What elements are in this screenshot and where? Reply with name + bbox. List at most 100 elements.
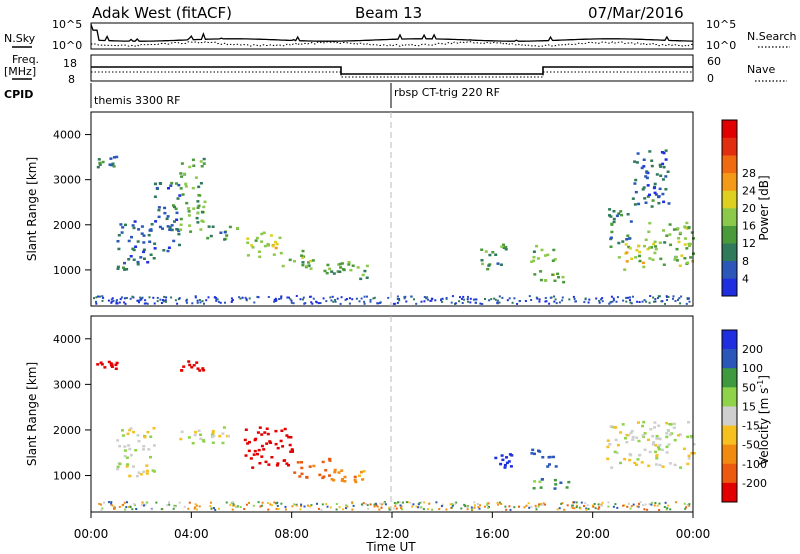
echo-cell — [191, 158, 195, 162]
echo-cell — [291, 450, 294, 453]
echo-cell — [640, 166, 644, 170]
echo-cell — [627, 245, 631, 249]
ground-scatter-cell — [115, 302, 118, 305]
echo-cell — [266, 432, 270, 436]
ground-scatter-cell — [351, 501, 354, 504]
echo-cell — [340, 262, 344, 265]
ground-scatter-cell — [598, 506, 601, 509]
echo-cell — [653, 182, 657, 186]
echo-cell — [661, 178, 665, 181]
echo-cell — [166, 249, 170, 253]
ground-scatter-cell — [460, 507, 463, 510]
ground-scatter-cell — [193, 507, 196, 510]
ground-scatter-cell — [384, 503, 387, 506]
cpid-program-1: themis 3300 RF — [94, 94, 181, 107]
ground-scatter-cell — [609, 301, 612, 304]
y-tick-label: 1000 — [53, 470, 81, 483]
echo-cell — [551, 273, 555, 276]
echo-cell — [153, 195, 157, 198]
y-tick-label: 2000 — [53, 219, 81, 232]
echo-cell — [637, 439, 641, 443]
ground-scatter-cell — [317, 507, 320, 510]
ground-scatter-cell — [467, 300, 469, 303]
echo-cell — [202, 369, 206, 372]
ground-scatter-cell — [498, 295, 501, 298]
ground-scatter-cell — [110, 300, 113, 303]
echo-cell — [634, 178, 638, 182]
echo-cell — [158, 225, 162, 229]
echo-cell — [620, 213, 624, 217]
echo-cell — [187, 210, 191, 213]
echo-cell — [126, 463, 130, 466]
ground-scatter-cell — [102, 296, 105, 299]
ground-scatter-cell — [404, 295, 407, 298]
echo-cell — [641, 261, 645, 265]
ground-scatter-cell — [498, 301, 501, 304]
echo-cell — [541, 456, 545, 459]
echo-cell — [211, 441, 215, 444]
echo-cell — [661, 465, 665, 468]
echo-cell — [531, 448, 535, 452]
echo-cell — [153, 247, 157, 250]
echo-cell — [128, 447, 132, 451]
ground-scatter-cell — [455, 501, 458, 504]
colorbar-tick-label: 28 — [742, 167, 756, 180]
velocity-y-ticks: 1000 2000 3000 4000 — [53, 333, 91, 483]
ground-scatter-cell — [131, 295, 134, 298]
ground-scatter-cell — [587, 507, 590, 510]
colorbar-tick-label: 4 — [742, 272, 749, 285]
ground-scatter-cell — [584, 297, 587, 300]
echo-cell — [169, 184, 173, 187]
echo-cell — [179, 437, 183, 441]
ground-scatter-cell — [403, 297, 406, 300]
ground-scatter-cell — [355, 297, 358, 300]
ground-scatter-cell — [374, 502, 377, 505]
echo-cell — [321, 476, 325, 480]
ground-scatter-cell — [494, 298, 497, 301]
ground-scatter-cell — [486, 502, 489, 505]
echo-cell — [265, 427, 269, 430]
ground-scatter-cell — [523, 506, 526, 509]
ground-scatter-cell — [505, 508, 508, 511]
echo-cell — [502, 243, 505, 247]
echo-cell — [668, 462, 672, 465]
freq-panel-frame — [90, 54, 694, 82]
ground-scatter-cell — [219, 301, 222, 304]
ground-scatter-cell — [300, 505, 302, 508]
ground-scatter-cell — [134, 504, 136, 507]
echo-cell — [131, 224, 135, 227]
echo-cell — [301, 263, 305, 267]
echo-cell — [289, 450, 293, 453]
echo-cell — [356, 266, 360, 269]
ground-scatter-cell — [112, 505, 115, 508]
ground-scatter-cell — [511, 301, 514, 304]
ground-scatter-cell — [548, 302, 551, 305]
echo-cell — [548, 463, 551, 466]
nave-tick-high: 60 — [707, 55, 721, 68]
nsky-trace — [90, 24, 693, 42]
echo-cell — [169, 228, 173, 232]
echo-cell — [112, 165, 116, 168]
colorbar-swatch — [722, 208, 737, 226]
echo-cell — [682, 447, 686, 451]
echo-cell — [650, 159, 654, 162]
ground-scatter-cell — [257, 296, 260, 299]
ground-scatter-cell — [137, 299, 140, 302]
ground-scatter-cell — [185, 301, 188, 304]
echo-cell — [260, 240, 264, 243]
echo-cell — [111, 162, 115, 165]
velocity-panel — [96, 360, 696, 511]
echo-cell — [619, 431, 623, 434]
echo-cell — [609, 425, 613, 428]
ground-scatter-cell — [537, 505, 540, 508]
echo-cell — [539, 278, 543, 282]
ground-scatter-cell — [398, 298, 400, 300]
echo-cell — [246, 442, 250, 445]
ground-scatter-cell — [473, 506, 476, 509]
ground-scatter-cell — [276, 501, 279, 504]
ground-scatter-cell — [274, 297, 277, 300]
ground-scatter-cell — [415, 302, 418, 305]
echo-cell — [296, 461, 300, 464]
echo-cell — [675, 259, 679, 262]
echo-cell — [153, 242, 157, 245]
